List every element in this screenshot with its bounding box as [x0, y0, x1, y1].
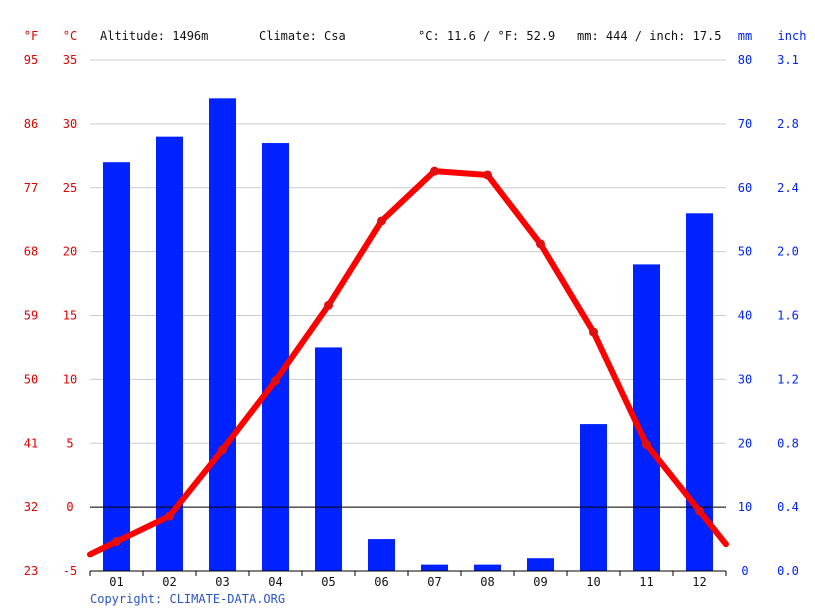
- left-axis: 95 35 86 30 77 25 68 20 59 15 50 10 41 5 32 0 23 -5: [24, 53, 77, 578]
- right-tick-mm-label: 70: [738, 117, 752, 131]
- left-tick-c-label: -5: [63, 564, 77, 578]
- left-tick-f-label: 59: [24, 309, 38, 323]
- temperature-line-path: [87, 168, 729, 558]
- x-tick-label: 04: [268, 575, 282, 589]
- right-tick-inch-label: 2.8: [777, 117, 799, 131]
- x-tick-label: 05: [321, 575, 335, 589]
- temperature-point: [165, 511, 174, 521]
- precipitation-bar: [527, 558, 554, 571]
- temperature-point: [483, 170, 492, 180]
- right-tick-mm-label: 20: [738, 436, 752, 450]
- precipitation-bar: [580, 424, 607, 571]
- temperature-line: [87, 166, 729, 558]
- temperature-point: [536, 239, 545, 249]
- precipitation-bar: [686, 213, 713, 572]
- temperature-point: [642, 440, 651, 450]
- right-tick-inch-label: 0.4: [777, 500, 799, 514]
- x-tick-label: 10: [586, 575, 600, 589]
- right-tick-mm-label: 60: [738, 181, 752, 195]
- temperature-point: [324, 300, 333, 310]
- left-tick-c-label: 35: [63, 53, 77, 67]
- right-tick-mm-label: 10: [738, 500, 752, 514]
- precipitation-bar: [315, 347, 342, 571]
- left-tick-c-label: 25: [63, 181, 77, 195]
- x-tick-label: 07: [427, 575, 441, 589]
- right-unit-inch-label: inch: [778, 29, 807, 43]
- precipitation-bar: [368, 539, 395, 571]
- right-tick-mm-label: 80: [738, 53, 752, 67]
- precipitation-bars: [103, 98, 713, 572]
- temperature-point: [112, 537, 121, 547]
- precipitation-total-label: mm: 444 / inch: 17.5: [577, 29, 722, 43]
- temperature-point: [430, 166, 439, 176]
- left-tick-c-label: 15: [63, 309, 77, 323]
- right-tick-inch-label: 3.1: [777, 53, 799, 67]
- right-tick-inch-label: 1.6: [777, 309, 799, 323]
- right-axis: 80 3.1 70 2.8 60 2.4 50 2.0 40 1.6 30 1.2 20 0.8 10 0.4…: [738, 53, 799, 578]
- x-tick-label: 12: [692, 575, 706, 589]
- gridlines: [90, 59, 726, 508]
- right-tick-inch-label: 0.0: [777, 564, 799, 578]
- right-tick-mm-label: 40: [738, 309, 752, 323]
- left-tick-c-label: 30: [63, 117, 77, 131]
- x-tick-label: 02: [162, 575, 176, 589]
- temperature-point: [589, 327, 598, 337]
- left-unit-c-label: °C: [63, 29, 77, 43]
- left-tick-c-label: 20: [63, 245, 77, 259]
- right-tick-inch-label: 1.2: [777, 372, 799, 386]
- right-tick-mm-label: 50: [738, 245, 752, 259]
- left-tick-c-label: 0: [66, 500, 73, 514]
- precipitation-bar: [209, 98, 236, 571]
- left-tick-f-label: 32: [24, 500, 38, 514]
- left-unit-f-label: °F: [24, 29, 38, 43]
- x-tick-label: 08: [480, 575, 494, 589]
- right-tick-inch-label: 2.0: [777, 245, 799, 259]
- left-tick-f-label: 23: [24, 564, 38, 578]
- x-tick-label: 03: [215, 575, 229, 589]
- left-tick-f-label: 41: [24, 436, 38, 450]
- left-tick-c-label: 5: [66, 436, 73, 450]
- x-axis: 01 02 03 04 05 06 07 08 09 10 11 12: [89, 571, 727, 589]
- left-tick-f-label: 86: [24, 117, 38, 131]
- x-tick-label: 01: [109, 575, 123, 589]
- precipitation-bar: [103, 162, 130, 571]
- temperature-point: [377, 216, 386, 226]
- x-tick-label: 09: [533, 575, 547, 589]
- x-tick-label: 06: [374, 575, 388, 589]
- precipitation-bar: [633, 264, 660, 571]
- copyright-label[interactable]: Copyright: CLIMATE-DATA.ORG: [90, 592, 285, 606]
- temperature-point: [695, 506, 704, 516]
- precipitation-bar: [262, 143, 289, 571]
- right-tick-mm-label: 0: [741, 564, 748, 578]
- altitude-label: Altitude: 1496m: [100, 29, 208, 43]
- x-tick-label: 11: [639, 575, 653, 589]
- temperature-point: [271, 376, 280, 386]
- precipitation-bar: [474, 564, 501, 571]
- left-tick-f-label: 68: [24, 245, 38, 259]
- left-tick-f-label: 77: [24, 181, 38, 195]
- right-tick-inch-label: 0.8: [777, 436, 799, 450]
- left-tick-f-label: 50: [24, 372, 38, 386]
- precipitation-bar: [421, 564, 448, 571]
- climate-label: Climate: Csa: [259, 29, 346, 43]
- right-tick-mm-label: 30: [738, 372, 752, 386]
- left-tick-f-label: 95: [24, 53, 38, 67]
- average-temperature-label: °C: 11.6 / °F: 52.9: [418, 29, 555, 43]
- temperature-point: [218, 445, 227, 455]
- right-tick-inch-label: 2.4: [777, 181, 799, 195]
- left-tick-c-label: 10: [63, 372, 77, 386]
- right-unit-mm-label: mm: [738, 29, 752, 43]
- precipitation-bar: [156, 136, 183, 571]
